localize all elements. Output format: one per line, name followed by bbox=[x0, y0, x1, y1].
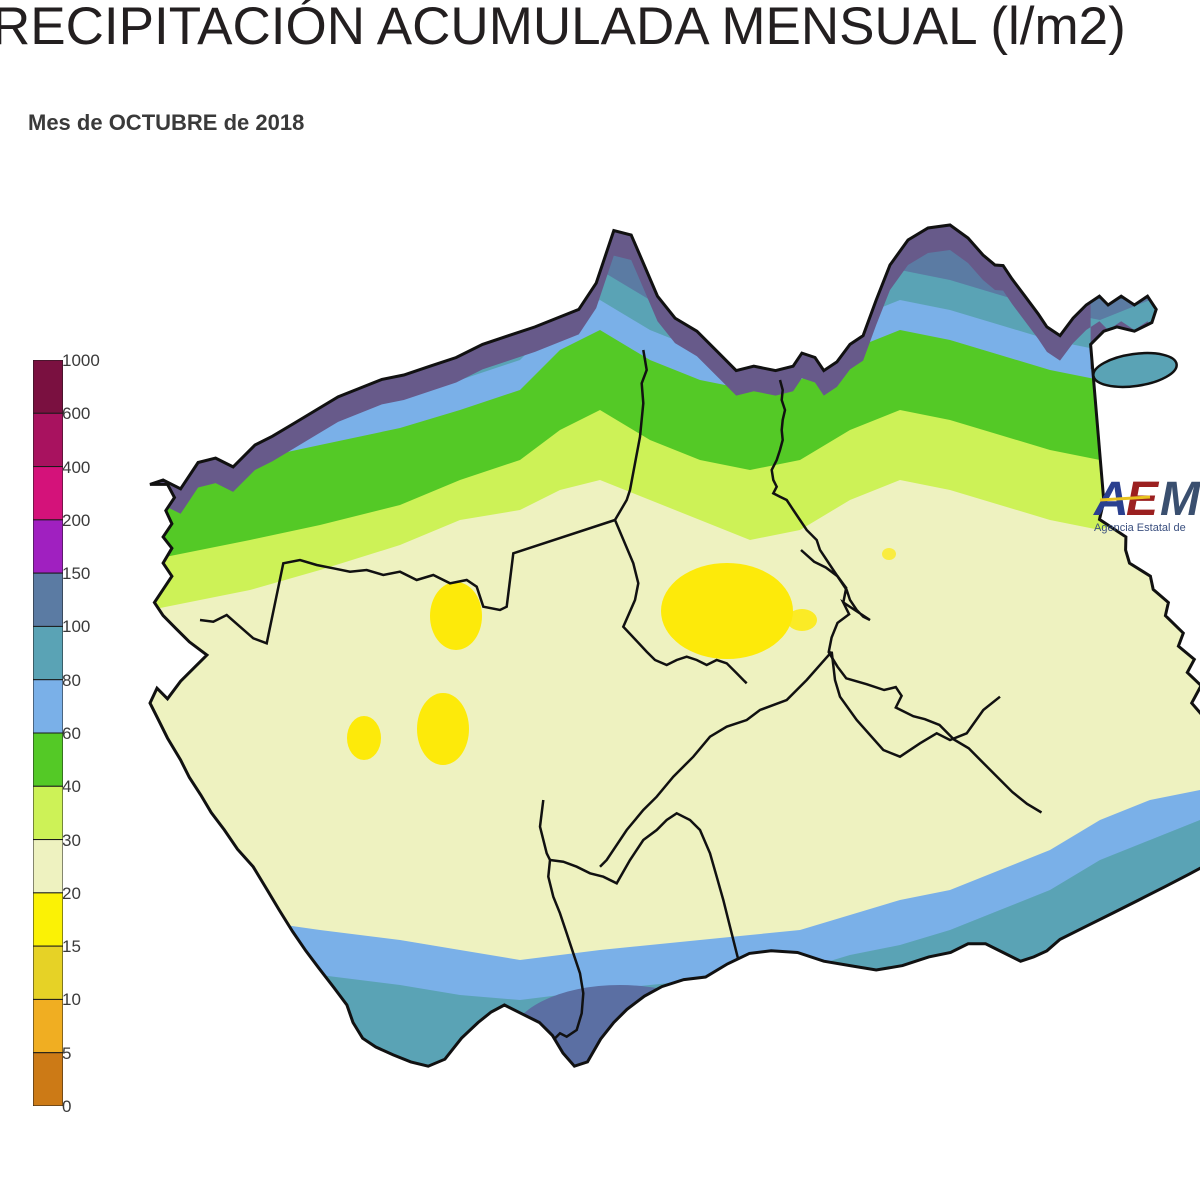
svg-text:M: M bbox=[1160, 473, 1200, 526]
svg-text:Agencia Estatal de: Agencia Estatal de bbox=[1094, 522, 1186, 534]
